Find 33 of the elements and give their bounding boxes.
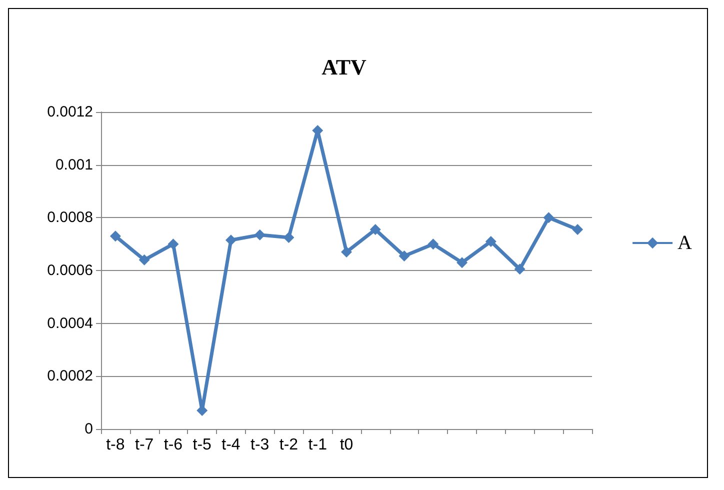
- point: [456, 257, 468, 268]
- point: [543, 212, 554, 224]
- point: [341, 246, 352, 258]
- y-tick-label: 0.0004: [47, 314, 93, 332]
- point: [138, 254, 150, 266]
- x-tick-label: t-2: [279, 436, 298, 454]
- y-tick-label: 0.001: [55, 156, 93, 174]
- legend-label: A: [678, 232, 693, 254]
- point: [225, 234, 236, 246]
- x-tick-label: t-3: [250, 436, 270, 454]
- point: [514, 264, 526, 275]
- x-tick-label: t-5: [192, 436, 212, 454]
- x-tick-label: t0: [340, 436, 354, 454]
- x-tick-label: t-7: [134, 436, 154, 454]
- x-tick-label: t-8: [106, 436, 125, 454]
- y-tick-label: 0: [84, 420, 93, 438]
- y-tick-label: 0.0008: [47, 209, 93, 226]
- point: [485, 236, 496, 247]
- point: [110, 230, 121, 242]
- point: [572, 224, 584, 236]
- x-tick-label: t-1: [308, 436, 328, 454]
- y-tick-label: 0.0002: [47, 368, 93, 385]
- chart-title: ATV: [322, 54, 367, 80]
- x-tick-label: t-4: [222, 436, 240, 454]
- point: [283, 232, 294, 243]
- point: [254, 229, 266, 240]
- y-tick-label: 0.0012: [47, 104, 93, 120]
- point: [398, 250, 410, 262]
- point: [428, 238, 439, 250]
- x-tick-label: t-6: [164, 436, 183, 454]
- point: [168, 238, 179, 250]
- point: [370, 224, 381, 236]
- y-tick-label: 0.0006: [47, 262, 93, 279]
